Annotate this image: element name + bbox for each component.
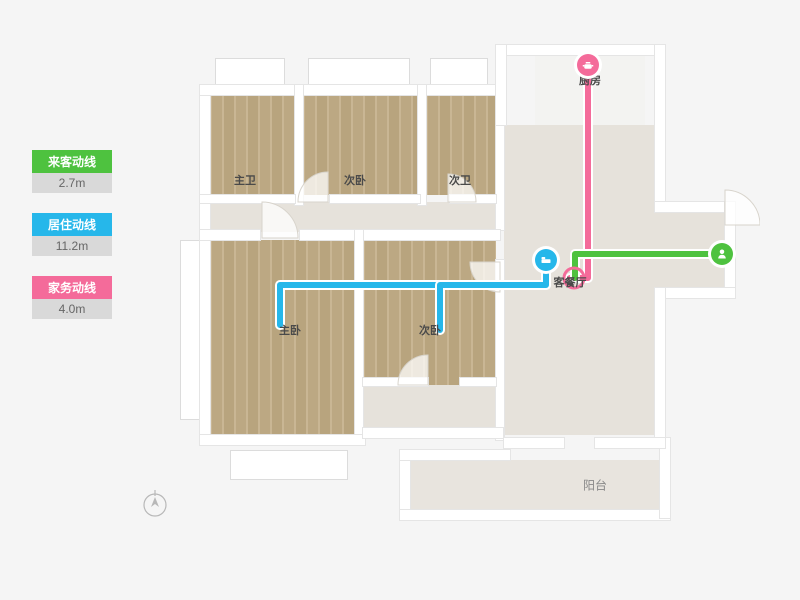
legend-label: 来客动线 [32, 150, 112, 173]
wall-segment [496, 45, 506, 125]
wall-segment [595, 438, 665, 448]
room-ciwo-bot [363, 240, 496, 385]
exterior-ledge [230, 450, 348, 480]
wall-segment [660, 438, 670, 518]
wall-segment [400, 450, 510, 460]
wall-segment [363, 428, 503, 438]
wall-segment [655, 288, 735, 298]
wall-segment [460, 378, 496, 386]
floorplan: 厨房主卫次卧次卫主卧次卧客餐厅阳台 [200, 30, 740, 530]
wall-segment [504, 438, 564, 448]
room-hallway-h [210, 202, 496, 232]
legend-label: 居住动线 [32, 213, 112, 236]
wall-segment [330, 195, 420, 203]
wall-segment [300, 230, 500, 240]
legend-item: 家务动线4.0m [32, 276, 112, 319]
wall-segment [655, 45, 665, 210]
floorplan-canvas: 来客动线2.7m居住动线11.2m家务动线4.0m 厨房主卫次卧次卫主卧次卧客餐… [0, 0, 800, 600]
room-label: 客餐厅 [554, 274, 587, 290]
icon-living-start [535, 249, 557, 271]
legend-item: 居住动线11.2m [32, 213, 112, 256]
wall-segment [295, 85, 303, 205]
legend-value: 2.7m [32, 173, 112, 193]
wall-segment [655, 288, 665, 448]
compass-icon [140, 490, 170, 520]
room-yangtai [410, 460, 660, 510]
legend-item: 来客动线2.7m [32, 150, 112, 193]
room-label: 主卫 [234, 172, 256, 188]
room-label: 阳台 [583, 477, 607, 494]
icon-guest-start [711, 243, 733, 265]
wall-segment [355, 230, 363, 440]
room-label: 次卧 [344, 172, 366, 188]
legend-value: 4.0m [32, 299, 112, 319]
room-label: 主卧 [279, 322, 301, 338]
wall-segment [400, 510, 670, 520]
exterior-ledge [430, 58, 488, 88]
room-label: 次卧 [419, 322, 441, 338]
wall-segment [200, 435, 365, 445]
wall-segment [363, 378, 428, 386]
exterior-ledge [215, 58, 285, 88]
wall-segment [200, 85, 210, 445]
wall-segment [655, 202, 735, 212]
wall-segment [418, 85, 426, 205]
legend-label: 家务动线 [32, 276, 112, 299]
legend-value: 11.2m [32, 236, 112, 256]
wall-segment [450, 195, 496, 203]
wall-segment [200, 195, 295, 203]
legend: 来客动线2.7m 居住动线11.2m 家务动线4.0m [32, 150, 112, 339]
icon-chores-start [577, 54, 599, 76]
exterior-ledge [180, 240, 202, 420]
wall-segment [496, 260, 504, 440]
wall-segment [200, 230, 260, 240]
exterior-ledge [308, 58, 410, 88]
wall-segment [200, 85, 500, 95]
room-label: 次卫 [449, 172, 471, 188]
